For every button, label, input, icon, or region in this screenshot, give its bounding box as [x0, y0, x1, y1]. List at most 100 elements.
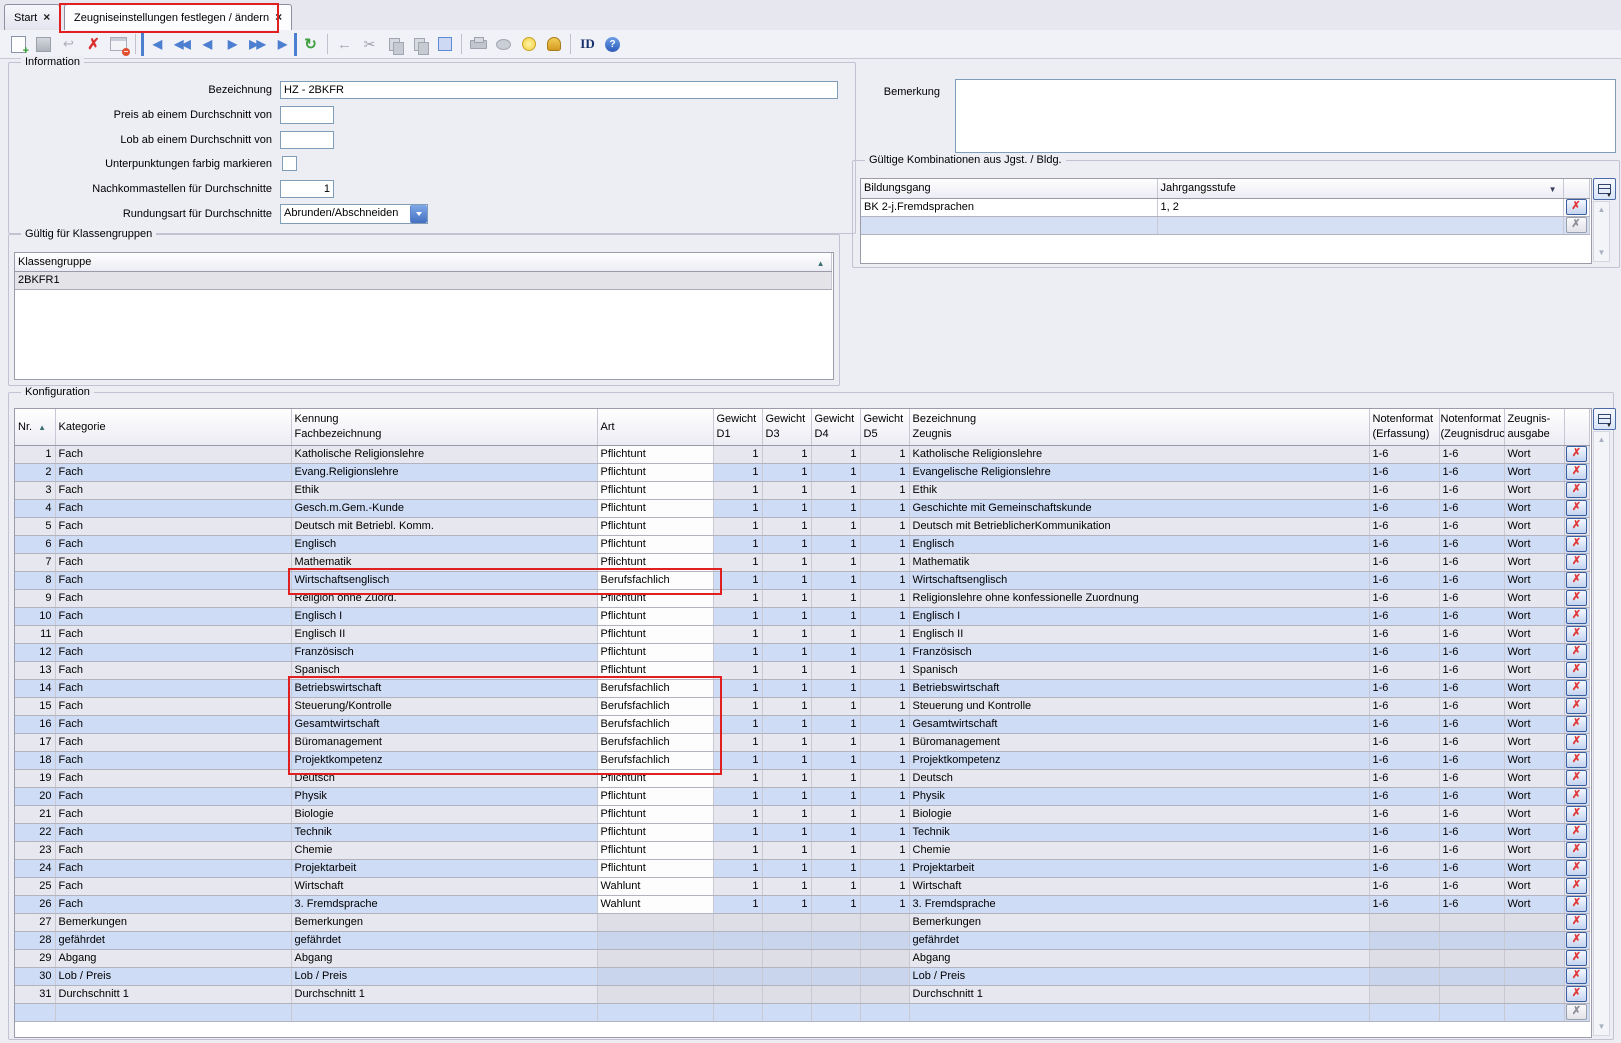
delete-row-button[interactable]: ✗	[1566, 842, 1587, 858]
delete-record-icon[interactable]: ✗	[87, 36, 100, 53]
delete-row-button[interactable]: ✗	[1565, 217, 1587, 233]
selection-icon[interactable]	[433, 33, 456, 56]
delete-row-button[interactable]: ✗	[1566, 590, 1587, 606]
chevron-down-icon[interactable]	[410, 205, 427, 223]
column-header-gewicht-d3[interactable]: Gewicht D3	[762, 409, 812, 446]
delete-row-button[interactable]: ✗	[1566, 518, 1587, 534]
bezeichnung-input[interactable]	[280, 81, 838, 99]
delete-row-button[interactable]: ✗	[1566, 716, 1587, 732]
next-record-icon[interactable]: ▶	[227, 37, 237, 51]
delete-row-button[interactable]: ✗	[1566, 482, 1587, 498]
konfiguration-row[interactable]: 9 Fach Religion ohne Zuord. Pflichtunt 1…	[15, 589, 1590, 608]
scroll-down-icon[interactable]: ▼	[1597, 248, 1606, 257]
bell-icon[interactable]	[542, 33, 565, 56]
delete-row-button[interactable]: ✗	[1566, 968, 1587, 984]
help-icon[interactable]: ?	[601, 33, 624, 56]
column-header-notenformat-zeugnisdruck[interactable]: Notenformat (Zeugnisdruck)	[1439, 409, 1505, 446]
nachkommastellen-input[interactable]	[280, 180, 334, 198]
lob-input[interactable]	[280, 131, 334, 149]
kombinationen-scrollbar[interactable]: ▲ ▼	[1593, 201, 1610, 262]
delete-row-button[interactable]: ✗	[1566, 986, 1587, 1002]
save-icon[interactable]	[32, 33, 55, 56]
preis-input[interactable]	[280, 106, 334, 124]
konfiguration-row[interactable]: 27 Bemerkungen Bemerkungen Bemerkungen ✗	[15, 913, 1590, 932]
konfiguration-row[interactable]: 24 Fach Projektarbeit Pflichtunt 1 1 1 1…	[15, 859, 1590, 878]
close-icon[interactable]: ×	[275, 10, 283, 24]
konfiguration-row[interactable]: 31 Durchschnitt 1 Durchschnitt 1 Durchsc…	[15, 985, 1590, 1004]
column-header-nr[interactable]: Nr. ▲	[15, 409, 56, 446]
column-header-bezeichnung-zeugnis[interactable]: Bezeichnung Zeugnis	[909, 409, 1370, 446]
column-header-zeugnisausgabe[interactable]: Zeugnis- ausgabe	[1504, 409, 1565, 446]
delete-row-button[interactable]: ✗	[1566, 770, 1587, 786]
konfiguration-row[interactable]: 12 Fach Französisch Pflichtunt 1 1 1 1 F…	[15, 643, 1590, 662]
preview-icon[interactable]	[492, 33, 515, 56]
tab-start[interactable]: Start ×	[4, 4, 61, 30]
cut-icon[interactable]: ✂	[363, 35, 376, 52]
konfiguration-row[interactable]: 25 Fach Wirtschaft Wahlunt 1 1 1 1 Wirts…	[15, 877, 1590, 896]
konfiguration-row[interactable]: 13 Fach Spanisch Pflichtunt 1 1 1 1 Span…	[15, 661, 1590, 680]
unterpunktungen-checkbox[interactable]	[282, 156, 297, 171]
konfiguration-row[interactable]: 7 Fach Mathematik Pflichtunt 1 1 1 1 Mat…	[15, 553, 1590, 572]
delete-row-button[interactable]: ✗	[1566, 608, 1587, 624]
konfiguration-row[interactable]: 14 Fach Betriebswirtschaft Berufsfachlic…	[15, 679, 1590, 698]
delete-row-button[interactable]: ✗	[1566, 932, 1587, 948]
back-icon[interactable]: ←	[337, 35, 352, 53]
table-options-button[interactable]	[1593, 178, 1616, 200]
lightbulb-icon[interactable]	[517, 33, 540, 56]
delete-row-button[interactable]: ✗	[1566, 950, 1587, 966]
close-icon[interactable]: ×	[43, 10, 51, 24]
fast-next-icon[interactable]: ▶▶	[249, 37, 265, 51]
column-header-klassengruppe[interactable]: Klassengruppe ▲	[15, 253, 832, 272]
copy-icon[interactable]	[383, 33, 406, 56]
column-header-art[interactable]: Art	[597, 409, 714, 446]
paste-icon[interactable]	[408, 33, 431, 56]
delete-row-button[interactable]: ✗	[1566, 536, 1587, 552]
delete-row-button[interactable]: ✗	[1566, 680, 1587, 696]
konfiguration-row[interactable]: 26 Fach 3. Fremdsprache Wahlunt 1 1 1 1 …	[15, 895, 1590, 914]
konfiguration-row[interactable]: 2 Fach Evang.Religionslehre Pflichtunt 1…	[15, 463, 1590, 482]
delete-row-button[interactable]: ✗	[1565, 199, 1587, 215]
delete-row-button[interactable]: ✗	[1566, 1004, 1587, 1020]
form-options-icon[interactable]	[107, 33, 130, 56]
delete-row-button[interactable]: ✗	[1566, 788, 1587, 804]
bemerkung-textarea[interactable]	[955, 79, 1616, 153]
kombination-row[interactable]: ✗	[861, 216, 1590, 235]
previous-record-icon[interactable]: ◀	[202, 37, 212, 51]
delete-row-button[interactable]: ✗	[1566, 806, 1587, 822]
delete-row-button[interactable]: ✗	[1566, 752, 1587, 768]
delete-row-button[interactable]: ✗	[1566, 896, 1587, 912]
delete-row-button[interactable]: ✗	[1566, 914, 1587, 930]
delete-row-button[interactable]: ✗	[1566, 878, 1587, 894]
table-options-button[interactable]	[1593, 408, 1616, 430]
sort-asc-icon[interactable]: ▲	[816, 259, 825, 268]
undo-icon[interactable]: ↩	[63, 36, 74, 51]
column-header-gewicht-d4[interactable]: Gewicht D4	[811, 409, 861, 446]
konfiguration-row[interactable]: 22 Fach Technik Pflichtunt 1 1 1 1 Techn…	[15, 823, 1590, 842]
delete-row-button[interactable]: ✗	[1566, 644, 1587, 660]
delete-row-button[interactable]: ✗	[1566, 572, 1587, 588]
column-header-bildungsgang[interactable]: Bildungsgang	[861, 179, 1158, 199]
delete-row-button[interactable]: ✗	[1566, 698, 1587, 714]
scroll-up-icon[interactable]: ▲	[1597, 435, 1606, 444]
column-header-kennung[interactable]: Kennung Fachbezeichnung	[291, 409, 598, 446]
scroll-down-icon[interactable]: ▼	[1597, 1022, 1606, 1031]
scroll-up-icon[interactable]: ▲	[1597, 205, 1606, 214]
id-icon[interactable]: ID	[580, 36, 595, 51]
delete-row-button[interactable]: ✗	[1566, 824, 1587, 840]
first-record-icon[interactable]: ◀	[141, 32, 168, 56]
konfiguration-row[interactable]: 21 Fach Biologie Pflichtunt 1 1 1 1 Biol…	[15, 805, 1590, 824]
delete-row-button[interactable]: ✗	[1566, 500, 1587, 516]
refresh-icon[interactable]: ↻	[304, 36, 317, 53]
konfiguration-row[interactable]: 11 Fach Englisch II Pflichtunt 1 1 1 1 E…	[15, 625, 1590, 644]
konfiguration-row[interactable]: 20 Fach Physik Pflichtunt 1 1 1 1 Physik…	[15, 787, 1590, 806]
konfiguration-row[interactable]: 29 Abgang Abgang Abgang ✗	[15, 949, 1590, 968]
rundungsart-select[interactable]: Abrunden/Abschneiden	[280, 204, 428, 224]
konfiguration-row[interactable]: 19 Fach Deutsch Pflichtunt 1 1 1 1 Deuts…	[15, 769, 1590, 788]
print-icon[interactable]	[467, 33, 490, 56]
konfiguration-row[interactable]: 16 Fach Gesamtwirtschaft Berufsfachlich …	[15, 715, 1590, 734]
konfiguration-row[interactable]: 15 Fach Steuerung/Kontrolle Berufsfachli…	[15, 697, 1590, 716]
klassengruppe-row[interactable]: 2BKFR1	[15, 271, 832, 290]
filter-down-icon[interactable]: ▼	[1548, 185, 1557, 194]
delete-row-button[interactable]: ✗	[1566, 554, 1587, 570]
kombination-row[interactable]: BK 2-j.Fremdsprachen 1, 2 ✗	[861, 198, 1590, 217]
